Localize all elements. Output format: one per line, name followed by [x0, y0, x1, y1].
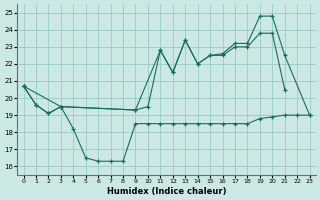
X-axis label: Humidex (Indice chaleur): Humidex (Indice chaleur)	[107, 187, 226, 196]
